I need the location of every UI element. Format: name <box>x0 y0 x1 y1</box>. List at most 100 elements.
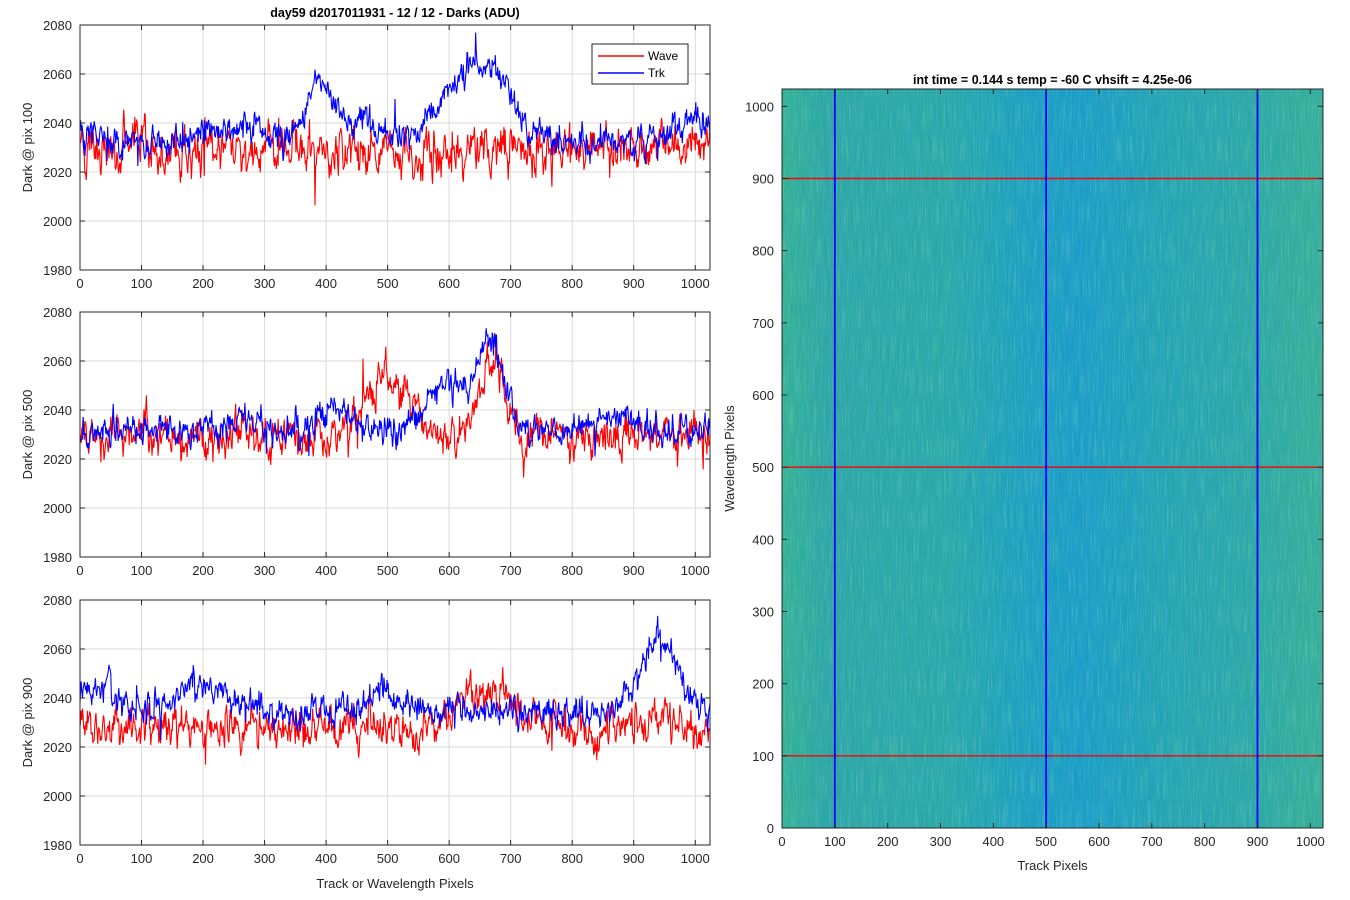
y-tick-label: 2000 <box>43 214 72 229</box>
x-tick-label: 0 <box>778 834 785 849</box>
x-tick-label: 400 <box>315 276 337 291</box>
x-tick-label: 500 <box>377 563 399 578</box>
x-tick-label: 900 <box>623 563 645 578</box>
x-axis-label: Track or Wavelength Pixels <box>316 876 474 891</box>
dark-pix-500-plot: 0 100 200 300 400 500 600 700 800 900 1000 1980 2000… <box>20 305 711 578</box>
series-line-wave <box>80 334 710 478</box>
y-tick-label: 500 <box>752 460 774 475</box>
y-tick-label: 400 <box>752 532 774 547</box>
dark-frame-heatmap: 0 100 200 300 400 500 600 700 800 900 1000 0 100 200 3… <box>722 73 1325 873</box>
x-tick-label: 400 <box>315 851 337 866</box>
y-tick-label: 1980 <box>43 838 72 853</box>
series-line-trk <box>80 328 710 457</box>
x-tick-label: 500 <box>377 851 399 866</box>
x-tick-label: 700 <box>500 563 522 578</box>
y-axis-label: Wavelength Pixels <box>722 405 737 512</box>
x-tick-label: 600 <box>438 563 460 578</box>
legend-box <box>591 43 689 85</box>
y-tick-label: 2000 <box>43 501 72 516</box>
y-tick-label: 1980 <box>43 550 72 565</box>
axes-frame <box>79 599 711 846</box>
y-tick-label: 2040 <box>43 403 72 418</box>
dark-pix-900-plot: 0 100 200 300 400 500 600 700 800 900 1000 1980 2000… <box>20 593 711 891</box>
x-tick-label: 200 <box>192 851 214 866</box>
x-tick-label: 100 <box>824 834 846 849</box>
y-tick-label: 200 <box>752 677 774 692</box>
x-tick-label: 800 <box>561 851 583 866</box>
heatmap-texture <box>782 89 1323 828</box>
x-axis-label: Track Pixels <box>1017 858 1088 873</box>
y-tick-label: 2020 <box>43 740 72 755</box>
series-line-trk <box>80 32 710 167</box>
x-tick-label: 800 <box>561 563 583 578</box>
heatmap-title: int time = 0.144 s temp = -60 C vhsift =… <box>913 73 1192 87</box>
y-tick-label: 2020 <box>43 165 72 180</box>
y-tick-label: 800 <box>752 244 774 259</box>
y-tick-label: 2080 <box>43 593 72 608</box>
x-tick-label: 700 <box>500 851 522 866</box>
x-tick-label: 700 <box>1141 834 1163 849</box>
x-tick-label: 200 <box>192 276 214 291</box>
legend: Wave Trk <box>591 43 689 85</box>
y-axis-label: Dark @ pix 100 <box>20 103 35 193</box>
y-tick-label: 2040 <box>43 116 72 131</box>
y-tick-label: 300 <box>752 604 774 619</box>
y-tick-label: 2080 <box>43 18 72 33</box>
x-tick-label: 100 <box>131 276 153 291</box>
x-tick-label: 900 <box>623 851 645 866</box>
x-tick-label: 500 <box>1035 834 1057 849</box>
x-tick-label: 800 <box>561 276 583 291</box>
y-tick-label: 1980 <box>43 263 72 278</box>
series-line-wave <box>80 667 710 765</box>
x-tick-label: 200 <box>192 563 214 578</box>
x-tick-label: 700 <box>500 276 522 291</box>
x-tick-label: 500 <box>377 276 399 291</box>
y-tick-label: 2020 <box>43 452 72 467</box>
y-tick-label: 600 <box>752 388 774 403</box>
y-axis-label: Dark @ pix 500 <box>20 390 35 480</box>
y-tick-label: 2060 <box>43 642 72 657</box>
x-tick-label: 0 <box>76 276 83 291</box>
legend-entry: Wave <box>648 49 679 63</box>
y-tick-label: 900 <box>752 171 774 186</box>
x-tick-label: 600 <box>438 851 460 866</box>
axes-frame <box>79 24 711 271</box>
x-tick-label: 400 <box>982 834 1004 849</box>
x-tick-label: 100 <box>131 851 153 866</box>
x-tick-label: 1000 <box>681 276 710 291</box>
x-tick-label: 1000 <box>1296 834 1325 849</box>
x-tick-label: 800 <box>1194 834 1216 849</box>
y-tick-label: 0 <box>767 821 774 836</box>
y-tick-label: 2000 <box>43 789 72 804</box>
x-tick-label: 300 <box>254 276 276 291</box>
x-tick-label: 1000 <box>681 851 710 866</box>
axes-frame <box>781 88 1324 829</box>
x-tick-label: 600 <box>438 276 460 291</box>
x-tick-label: 400 <box>315 563 337 578</box>
x-tick-label: 300 <box>930 834 952 849</box>
x-tick-label: 900 <box>623 276 645 291</box>
y-tick-label: 2080 <box>43 305 72 320</box>
y-tick-label: 100 <box>752 749 774 764</box>
x-tick-label: 100 <box>131 563 153 578</box>
y-tick-label: 700 <box>752 316 774 331</box>
x-tick-label: 300 <box>254 851 276 866</box>
series-line-trk <box>80 615 710 741</box>
figure-title: day59 d2017011931 - 12 / 12 - Darks (ADU… <box>270 6 519 20</box>
dark-pix-100-plot: 0 100 200 300 400 500 600 700 800 900 1000 1980 2000… <box>20 18 711 291</box>
y-tick-label: 1000 <box>745 99 774 114</box>
x-tick-label: 600 <box>1088 834 1110 849</box>
x-tick-label: 0 <box>76 851 83 866</box>
y-tick-label: 2060 <box>43 67 72 82</box>
axes-frame <box>79 311 711 558</box>
y-axis-label: Dark @ pix 900 <box>20 678 35 768</box>
legend-entry: Trk <box>648 66 666 80</box>
x-tick-label: 0 <box>76 563 83 578</box>
x-tick-label: 300 <box>254 563 276 578</box>
y-tick-label: 2040 <box>43 691 72 706</box>
x-tick-label: 900 <box>1247 834 1269 849</box>
x-tick-label: 200 <box>877 834 899 849</box>
x-tick-label: 1000 <box>681 563 710 578</box>
y-tick-label: 2060 <box>43 354 72 369</box>
